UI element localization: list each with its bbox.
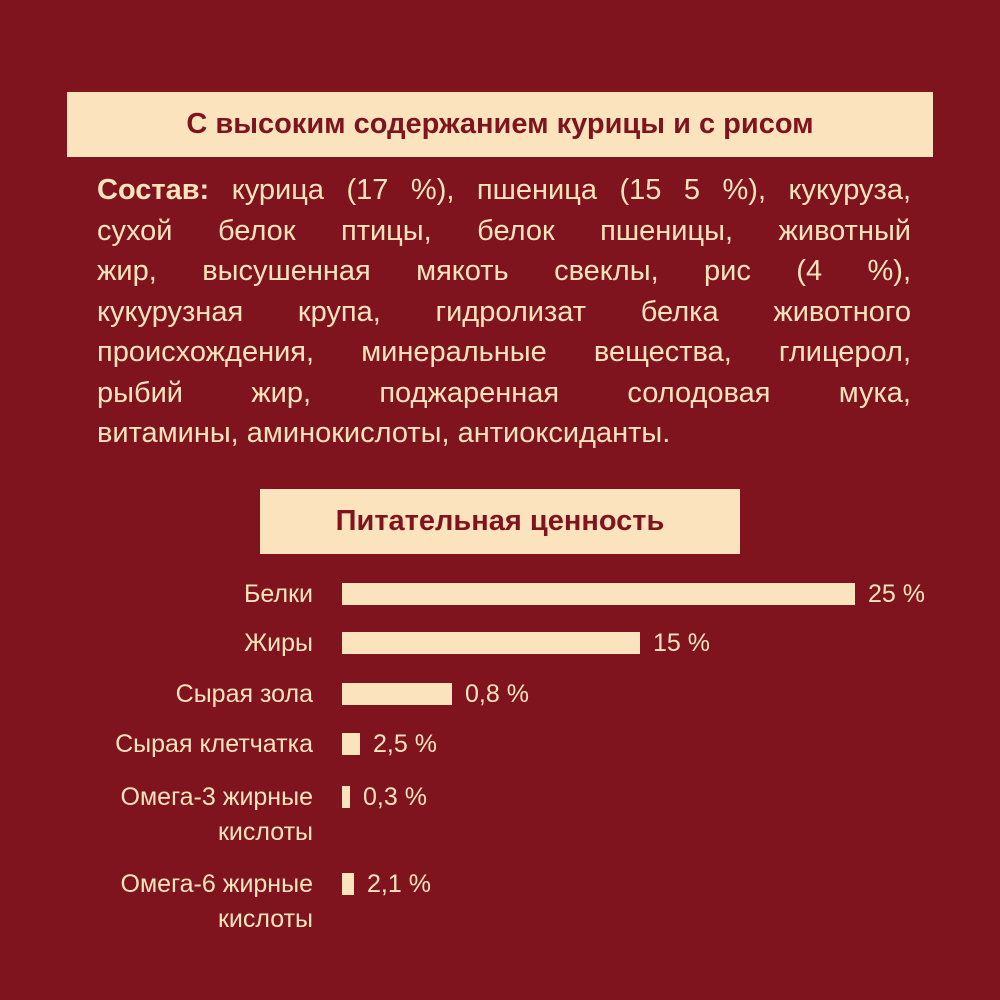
bar-label-line: Белки [244, 580, 313, 608]
bar-label-line: кислоты [217, 818, 313, 846]
title-text: С высоким содержанием курицы и с рисом [186, 108, 814, 140]
bar-label-line: Сырая клетчатка [115, 730, 313, 758]
bar-value-label: 2,1 % [367, 870, 431, 898]
bar [342, 873, 354, 895]
bar [342, 733, 360, 755]
bar-label-line: Жиры [244, 629, 313, 657]
composition-line: кукурузная крупа, гидролизат белка живот… [97, 295, 911, 328]
bar-label: Омега-3 жирные кислоты [121, 780, 313, 850]
composition-line: происхождения, минеральные вещества, гли… [97, 336, 911, 368]
bar-label: Сырая клетчатка [115, 727, 313, 762]
bar-label: Жиры [244, 626, 313, 661]
bar [342, 583, 855, 605]
composition-line: рыбий жир, поджаренная солодовая мука, [97, 376, 911, 409]
bar-label-line: Омега-6 жирные [120, 870, 313, 898]
bar-value-label: 2,5 % [373, 730, 437, 758]
bar-value-label: 25 % [868, 580, 925, 608]
composition-line: Состав: курица (17 %), пшеница (15 5 %),… [97, 170, 911, 211]
composition-line: жир, высушенная мякоть свеклы, рис (4 %)… [97, 255, 911, 287]
title-banner: С высоким содержанием курицы и с рисом [67, 92, 933, 157]
bar-label: Омега-6 жирные кислоты [121, 867, 313, 937]
composition-text: Состав: курица (17 %), пшеница (15 5 %),… [97, 170, 911, 454]
nutrition-title-banner: Питательная ценность [260, 489, 740, 554]
bar-label-line: Сырая зола [175, 680, 313, 708]
bar [342, 683, 452, 705]
composition-line: витамины, аминокислоты, антиоксиданты. [97, 417, 671, 449]
bar-label: Белки [244, 577, 313, 612]
bar-value-label: 15 % [653, 629, 710, 657]
bar-value-label: 0,3 % [363, 783, 427, 811]
bar-value-label: 0,8 % [465, 680, 529, 708]
composition-line-text: курица (17 %), пшеница (15 5 %), кукуруз… [209, 174, 911, 206]
bar-label-line: кислоты [217, 905, 313, 933]
bar [342, 632, 640, 654]
bar-label: Сырая зола [176, 677, 313, 712]
chart-title: Питательная ценность [335, 505, 665, 537]
bar-label-line: Омега-3 жирные [120, 783, 313, 811]
composition-line: сухой белок птицы, белок пшеницы, животн… [97, 214, 911, 247]
composition-label: Состав: [97, 174, 210, 206]
bar [342, 786, 350, 808]
